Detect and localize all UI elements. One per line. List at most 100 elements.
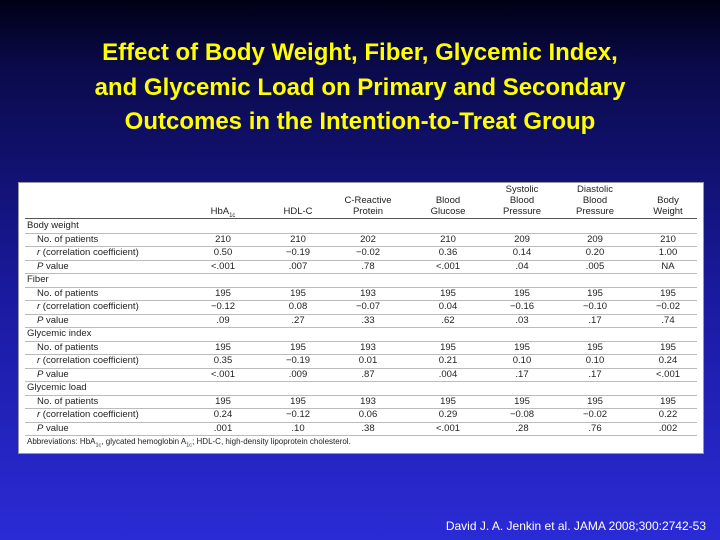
group-label: Body weight bbox=[27, 220, 79, 231]
row-label-text: (correlation coefficient) bbox=[40, 355, 139, 366]
row-rule bbox=[25, 259, 697, 261]
cell: −0.02 bbox=[582, 409, 608, 420]
cell: .002 bbox=[658, 422, 678, 434]
cell: 193 bbox=[360, 341, 376, 353]
cell: 195 bbox=[587, 287, 603, 299]
column-header-text: Diastolic bbox=[577, 184, 613, 195]
header-rule bbox=[25, 218, 697, 219]
row-rule bbox=[25, 232, 697, 234]
column-header-text: HDL-C bbox=[283, 206, 313, 217]
cell: 0.04 bbox=[438, 301, 458, 312]
footnote-text: , glycated hemoglobin A bbox=[101, 437, 187, 446]
cell: −0.02 bbox=[355, 247, 381, 258]
cell: −0.12 bbox=[210, 301, 236, 312]
cell: 210 bbox=[440, 233, 456, 245]
row-label-text: No. of patients bbox=[37, 233, 99, 245]
cell: .17 bbox=[515, 368, 529, 380]
cell: 209 bbox=[514, 233, 530, 245]
cell: 195 bbox=[514, 287, 530, 299]
column-header-text: Body bbox=[657, 195, 679, 206]
column-header: Weight bbox=[633, 206, 703, 217]
cell: −0.10 bbox=[582, 301, 608, 312]
row-label-text: No. of patients bbox=[37, 395, 99, 407]
column-header-sub: 1c bbox=[229, 212, 236, 219]
column-header: Diastolic bbox=[560, 184, 630, 195]
cell: 195 bbox=[440, 341, 456, 353]
row-label-text: value bbox=[43, 314, 69, 326]
row-rule bbox=[25, 313, 697, 315]
cell: 195 bbox=[514, 341, 530, 353]
cell: 210 bbox=[660, 233, 676, 245]
cell: 195 bbox=[440, 287, 456, 299]
cell: 0.01 bbox=[358, 355, 378, 366]
row-label-italic: r bbox=[37, 247, 41, 258]
cell: 209 bbox=[587, 233, 603, 245]
cell: <.001 bbox=[210, 368, 236, 380]
cell: 0.22 bbox=[658, 409, 678, 420]
cell: <.001 bbox=[435, 260, 461, 272]
cell: <.001 bbox=[435, 422, 461, 434]
column-header: Blood bbox=[560, 195, 630, 206]
cell: .009 bbox=[288, 368, 308, 380]
row-rule bbox=[25, 246, 697, 247]
row-label-italic: r bbox=[37, 355, 41, 366]
column-header-text: Pressure bbox=[502, 206, 541, 217]
row-rule bbox=[25, 394, 697, 396]
cell: 195 bbox=[290, 341, 306, 353]
row-label: r (correlation coefficient) bbox=[37, 301, 139, 312]
cell: 0.36 bbox=[438, 247, 458, 258]
cell: .09 bbox=[216, 314, 230, 326]
cell: 193 bbox=[360, 287, 376, 299]
column-header: Blood bbox=[487, 195, 557, 206]
row-label-text: (correlation coefficient) bbox=[40, 409, 139, 420]
row-label: P value bbox=[37, 423, 69, 434]
cell: .04 bbox=[515, 260, 529, 272]
cell: .28 bbox=[515, 422, 529, 434]
group-label: Fiber bbox=[27, 274, 49, 285]
column-header: Body bbox=[633, 195, 703, 206]
column-header: Pressure bbox=[560, 206, 630, 217]
cell: −0.19 bbox=[285, 355, 311, 366]
cell: 0.35 bbox=[213, 355, 233, 366]
row-rule bbox=[25, 408, 697, 409]
row-rule bbox=[25, 327, 697, 328]
row-rule bbox=[25, 354, 697, 355]
row-label: No. of patients bbox=[37, 234, 98, 245]
cell: 195 bbox=[440, 395, 456, 407]
cell: .17 bbox=[588, 314, 602, 326]
column-header-text: Pressure bbox=[575, 206, 614, 217]
cell: .03 bbox=[515, 314, 529, 326]
row-label: No. of patients bbox=[37, 396, 98, 407]
column-header-text: Systolic bbox=[505, 184, 539, 195]
row-label-italic: P bbox=[37, 368, 44, 380]
column-header: Blood bbox=[413, 195, 483, 206]
row-label-text: No. of patients bbox=[37, 287, 99, 299]
cell: .17 bbox=[588, 368, 602, 380]
cell: <.001 bbox=[655, 368, 681, 380]
row-label-text: No. of patients bbox=[37, 341, 99, 353]
row-rule bbox=[25, 381, 697, 382]
cell: 193 bbox=[360, 395, 376, 407]
cell: 0.10 bbox=[585, 355, 605, 366]
column-header: Glucose bbox=[413, 206, 483, 217]
row-rule bbox=[25, 340, 697, 342]
cell: 195 bbox=[660, 395, 676, 407]
cell: .87 bbox=[361, 368, 375, 380]
row-label-text: value bbox=[43, 368, 69, 380]
column-header-text: Weight bbox=[653, 206, 683, 217]
cell: .76 bbox=[588, 422, 602, 434]
footnote-text: Abbreviations: HbA bbox=[27, 437, 96, 446]
column-header-text: Glucose bbox=[430, 206, 466, 217]
cell: .74 bbox=[661, 314, 675, 326]
title-line: and Glycemic Load on Primary and Seconda… bbox=[94, 73, 626, 101]
group-label: Glycemic load bbox=[27, 382, 87, 393]
cell: .38 bbox=[361, 422, 375, 434]
cell: 202 bbox=[360, 233, 376, 245]
cell: −0.02 bbox=[655, 301, 681, 312]
column-header: Pressure bbox=[487, 206, 557, 217]
cell: 210 bbox=[215, 233, 231, 245]
cell: .78 bbox=[361, 260, 375, 272]
cell: −0.08 bbox=[509, 409, 535, 420]
row-rule bbox=[25, 300, 697, 301]
